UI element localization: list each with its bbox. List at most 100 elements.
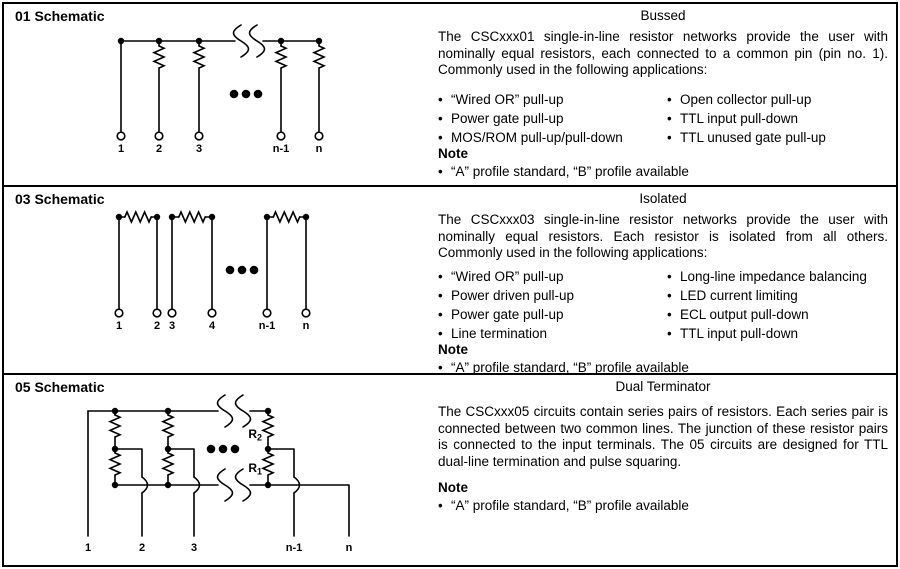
pin-terminal	[207, 308, 217, 318]
pin-terminal	[314, 131, 324, 141]
resistor	[275, 40, 287, 133]
list-item: • Power driven pull-up	[438, 288, 575, 303]
bussed-schematic-drawing: 1 2 3 n-1 n	[116, 24, 325, 155]
pin-terminal	[194, 131, 204, 141]
note-label: Note	[438, 146, 468, 161]
section-title: Bussed	[640, 8, 686, 23]
pin-label: 2	[154, 320, 160, 332]
list-item: • MOS/ROM pull-up/pull-down	[438, 130, 623, 145]
junction-dot	[195, 36, 203, 46]
pin-terminal	[114, 308, 124, 318]
pin-terminal	[152, 308, 162, 318]
pin-label: 1	[116, 320, 122, 332]
pin-label: n	[303, 320, 310, 332]
pin-label: 3	[196, 143, 202, 155]
pin-label: n-1	[273, 143, 290, 155]
line-break-mark	[216, 394, 234, 428]
continuation-dots	[229, 89, 263, 99]
junction-dot	[168, 213, 176, 221]
resistor-pair	[266, 211, 307, 310]
section-03-schematic: 03 Schematic Isolated The CSCxxx03 singl…	[4, 187, 896, 375]
resistor	[153, 40, 165, 133]
continuation-dots	[225, 265, 259, 275]
junction-dot	[276, 36, 286, 46]
junction-dot	[111, 406, 119, 416]
list-item: • LED current limiting	[667, 288, 798, 303]
list-item: • “Wired OR” pull-up	[438, 92, 564, 107]
junction-dot	[301, 213, 311, 221]
list-item: • ECL output pull-down	[667, 307, 809, 322]
junction-dot	[164, 480, 172, 490]
section-title: Dual Terminator	[615, 379, 711, 394]
section-01-schematic: 01 Schematic Bussed The CSCxxx01 single-…	[4, 4, 896, 187]
continuation-dots	[206, 444, 240, 454]
list-item: • Open collector pull-up	[667, 92, 812, 107]
note-block: Note • “A” profile standard, “B” profile …	[438, 341, 888, 377]
note-item: • “A” profile standard, “B” profile avail…	[438, 498, 689, 513]
pin-label: 1	[85, 542, 91, 554]
isolated-schematic-drawing: 1 2 3 4 n-1 n	[114, 211, 311, 332]
pin-label: 3	[169, 320, 175, 332]
r2-label: R2	[248, 427, 262, 443]
junction-dot	[117, 36, 125, 46]
junction-dot	[155, 36, 163, 46]
resistor	[193, 40, 205, 133]
list-item: • TTL input pull-down	[667, 326, 799, 341]
pin-label: n	[316, 143, 323, 155]
application-list: • “Wired OR” pull-up • Power gate pull-up …	[438, 90, 888, 147]
section-05-schematic: 05 Schematic Dual Terminator The CSCxxx0…	[4, 375, 896, 565]
input-tap-wire	[114, 448, 149, 537]
list-item: • TTL input pull-down	[667, 111, 799, 126]
dual-terminator-schematic-drawing: R2 R1 1 2 3 n-1 n	[85, 394, 353, 554]
junction-dot	[262, 213, 272, 221]
note-label: Note	[438, 342, 468, 357]
junction-dot	[208, 213, 216, 221]
section-heading: 05 Schematic	[15, 379, 105, 395]
junction-dot	[111, 444, 119, 454]
input-tap-wire	[267, 448, 301, 537]
list-item: • Power gate pull-up	[438, 111, 564, 126]
resistor-pair	[118, 211, 158, 310]
pin-label: 2	[156, 143, 162, 155]
top-common-line	[87, 410, 269, 537]
junction-dot	[153, 213, 161, 221]
section-title: Isolated	[639, 191, 687, 206]
junction-dot	[111, 480, 119, 490]
section-heading: 03 Schematic	[15, 191, 105, 207]
junction-dot	[263, 480, 273, 490]
line-break-mark	[234, 394, 252, 428]
line-break-mark	[216, 468, 234, 502]
section-description: The CSCxxx01 single-in-line resistor net…	[438, 29, 888, 77]
pin-label: n-1	[286, 542, 303, 554]
list-item: • TTL unused gate pull-up	[667, 130, 826, 145]
pin-label: n	[346, 542, 353, 554]
note-item: • “A” profile standard, “B” profile avail…	[438, 164, 689, 179]
note-block: Note • “A” profile standard, “B” profile …	[438, 479, 888, 515]
resistor	[313, 40, 325, 133]
pin-label: 4	[209, 320, 216, 332]
pin-terminal	[167, 308, 177, 318]
list-item: • Long-line impedance balancing	[667, 269, 867, 284]
note-item: • “A” profile standard, “B” profile avail…	[438, 360, 689, 375]
note-label: Note	[438, 480, 468, 495]
section-description: The CSCxxx05 circuits contain series pai…	[438, 404, 888, 469]
pin-label: 3	[191, 542, 197, 554]
section-description: The CSCxxx03 single-in-line resistor net…	[438, 212, 888, 260]
list-item: • Power gate pull-up	[438, 307, 564, 322]
section-heading: 01 Schematic	[15, 8, 105, 24]
pin-terminal	[276, 131, 286, 141]
pin-terminal	[116, 131, 126, 141]
junction-dot	[314, 36, 324, 46]
list-item: • “Wired OR” pull-up	[438, 269, 564, 284]
junction-dot	[164, 406, 172, 416]
r1-label: R1	[248, 461, 262, 477]
pin-label: n-1	[259, 320, 276, 332]
pin-terminal	[262, 308, 272, 318]
pin-label: 2	[139, 542, 145, 554]
pin-terminal	[154, 131, 164, 141]
pin-label: 1	[118, 143, 124, 155]
junction-dot	[115, 213, 123, 221]
pin-terminal	[301, 308, 311, 318]
